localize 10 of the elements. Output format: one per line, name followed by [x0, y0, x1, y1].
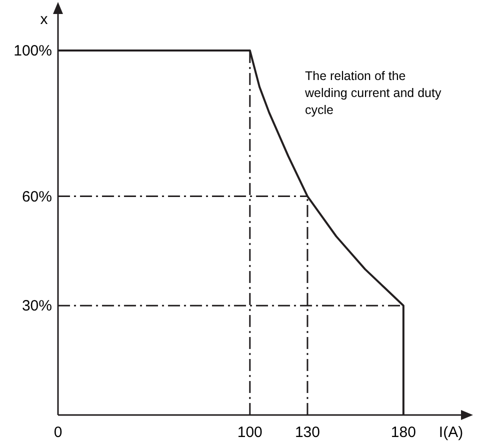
y-tick-label: 100% [14, 42, 52, 60]
y-tick-label: 30% [22, 298, 52, 315]
x-tick-label: 180 [390, 424, 416, 441]
x-axis-title: I(A) [438, 424, 464, 441]
annotation: The relation of the welding current and duty cycle [304, 69, 442, 117]
x-tick-label: 100 [237, 424, 262, 441]
x-tick-label: 130 [294, 424, 320, 441]
x-tick-label: 0 [54, 424, 62, 441]
y-axis-title: x [40, 11, 48, 28]
y-tick-label: 60% [22, 188, 52, 206]
